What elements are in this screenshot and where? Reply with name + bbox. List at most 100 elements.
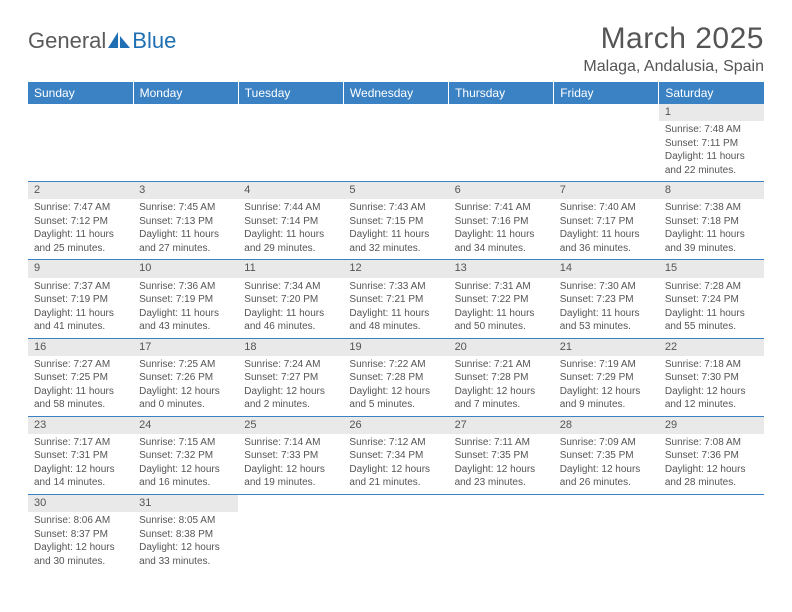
sunset-text: Sunset: 7:35 PM [560,449,653,463]
day-body: Sunrise: 7:15 AMSunset: 7:32 PMDaylight:… [133,434,238,494]
calendar-cell: 9Sunrise: 7:37 AMSunset: 7:19 PMDaylight… [28,260,133,338]
day-number: 7 [554,182,659,199]
day-body: Sunrise: 7:17 AMSunset: 7:31 PMDaylight:… [28,434,133,494]
day-body: Sunrise: 7:21 AMSunset: 7:28 PMDaylight:… [449,356,554,416]
sunset-text: Sunset: 7:30 PM [665,371,758,385]
sunset-text: Sunset: 7:32 PM [139,449,232,463]
sunset-text: Sunset: 7:12 PM [34,215,127,229]
calendar-cell: 21Sunrise: 7:19 AMSunset: 7:29 PMDayligh… [554,338,659,416]
daylight-text: Daylight: 12 hours and 7 minutes. [455,385,548,412]
calendar-row: 23Sunrise: 7:17 AMSunset: 7:31 PMDayligh… [28,416,764,494]
calendar-cell: 20Sunrise: 7:21 AMSunset: 7:28 PMDayligh… [449,338,554,416]
sunrise-text: Sunrise: 7:48 AM [665,123,758,137]
day-body: Sunrise: 7:43 AMSunset: 7:15 PMDaylight:… [343,199,448,259]
sunset-text: Sunset: 7:29 PM [560,371,653,385]
day-number: 27 [449,417,554,434]
calendar-cell: 27Sunrise: 7:11 AMSunset: 7:35 PMDayligh… [449,416,554,494]
day-number: 1 [659,104,764,121]
calendar-cell: 3Sunrise: 7:45 AMSunset: 7:13 PMDaylight… [133,182,238,260]
day-body: Sunrise: 7:27 AMSunset: 7:25 PMDaylight:… [28,356,133,416]
day-number: 6 [449,182,554,199]
sunset-text: Sunset: 7:33 PM [244,449,337,463]
calendar-cell: 12Sunrise: 7:33 AMSunset: 7:21 PMDayligh… [343,260,448,338]
calendar-cell [659,494,764,572]
sunrise-text: Sunrise: 7:31 AM [455,280,548,294]
sunrise-text: Sunrise: 7:40 AM [560,201,653,215]
day-body: Sunrise: 7:12 AMSunset: 7:34 PMDaylight:… [343,434,448,494]
sunset-text: Sunset: 7:20 PM [244,293,337,307]
day-number: 23 [28,417,133,434]
day-number [554,104,659,121]
brand-part1: General [28,28,106,54]
day-body: Sunrise: 7:19 AMSunset: 7:29 PMDaylight:… [554,356,659,416]
sunrise-text: Sunrise: 7:24 AM [244,358,337,372]
dayheader-mon: Monday [133,82,238,104]
calendar-cell [133,104,238,182]
day-number: 5 [343,182,448,199]
sunset-text: Sunset: 7:14 PM [244,215,337,229]
calendar-cell [343,104,448,182]
calendar-page: General Blue March 2025 Malaga, Andalusi… [0,0,792,582]
calendar-cell: 8Sunrise: 7:38 AMSunset: 7:18 PMDaylight… [659,182,764,260]
sunset-text: Sunset: 7:27 PM [244,371,337,385]
sunset-text: Sunset: 7:19 PM [34,293,127,307]
day-body: Sunrise: 8:05 AMSunset: 8:38 PMDaylight:… [133,512,238,572]
day-body: Sunrise: 7:24 AMSunset: 7:27 PMDaylight:… [238,356,343,416]
calendar-cell: 15Sunrise: 7:28 AMSunset: 7:24 PMDayligh… [659,260,764,338]
day-number: 20 [449,339,554,356]
sunset-text: Sunset: 7:19 PM [139,293,232,307]
sunrise-text: Sunrise: 7:45 AM [139,201,232,215]
daylight-text: Daylight: 11 hours and 27 minutes. [139,228,232,255]
daylight-text: Daylight: 11 hours and 55 minutes. [665,307,758,334]
sunset-text: Sunset: 7:28 PM [349,371,442,385]
day-number [449,104,554,121]
day-number: 22 [659,339,764,356]
sunrise-text: Sunrise: 7:25 AM [139,358,232,372]
month-title: March 2025 [583,22,764,56]
day-number: 24 [133,417,238,434]
sunrise-text: Sunrise: 7:11 AM [455,436,548,450]
sunrise-text: Sunrise: 8:06 AM [34,514,127,528]
day-body: Sunrise: 7:09 AMSunset: 7:35 PMDaylight:… [554,434,659,494]
day-body: Sunrise: 7:37 AMSunset: 7:19 PMDaylight:… [28,278,133,338]
day-number: 8 [659,182,764,199]
calendar-cell: 29Sunrise: 7:08 AMSunset: 7:36 PMDayligh… [659,416,764,494]
day-number: 9 [28,260,133,277]
sunrise-text: Sunrise: 7:44 AM [244,201,337,215]
sunrise-text: Sunrise: 7:19 AM [560,358,653,372]
daylight-text: Daylight: 12 hours and 21 minutes. [349,463,442,490]
day-body: Sunrise: 7:30 AMSunset: 7:23 PMDaylight:… [554,278,659,338]
day-number [343,104,448,121]
daylight-text: Daylight: 11 hours and 29 minutes. [244,228,337,255]
sunset-text: Sunset: 7:31 PM [34,449,127,463]
day-body: Sunrise: 7:44 AMSunset: 7:14 PMDaylight:… [238,199,343,259]
calendar-cell: 26Sunrise: 7:12 AMSunset: 7:34 PMDayligh… [343,416,448,494]
calendar-cell [449,104,554,182]
day-number: 2 [28,182,133,199]
calendar-cell: 7Sunrise: 7:40 AMSunset: 7:17 PMDaylight… [554,182,659,260]
day-number [343,495,448,512]
daylight-text: Daylight: 11 hours and 50 minutes. [455,307,548,334]
daylight-text: Daylight: 11 hours and 41 minutes. [34,307,127,334]
day-body: Sunrise: 7:25 AMSunset: 7:26 PMDaylight:… [133,356,238,416]
day-body: Sunrise: 7:47 AMSunset: 7:12 PMDaylight:… [28,199,133,259]
daylight-text: Daylight: 11 hours and 48 minutes. [349,307,442,334]
day-number: 28 [554,417,659,434]
daylight-text: Daylight: 11 hours and 32 minutes. [349,228,442,255]
calendar-cell: 23Sunrise: 7:17 AMSunset: 7:31 PMDayligh… [28,416,133,494]
sunrise-text: Sunrise: 7:36 AM [139,280,232,294]
daylight-text: Daylight: 11 hours and 34 minutes. [455,228,548,255]
dayheader-tue: Tuesday [238,82,343,104]
sunset-text: Sunset: 7:28 PM [455,371,548,385]
sunrise-text: Sunrise: 7:27 AM [34,358,127,372]
sunrise-text: Sunrise: 7:47 AM [34,201,127,215]
day-body: Sunrise: 7:08 AMSunset: 7:36 PMDaylight:… [659,434,764,494]
day-body: Sunrise: 7:41 AMSunset: 7:16 PMDaylight:… [449,199,554,259]
sunset-text: Sunset: 7:26 PM [139,371,232,385]
calendar-cell: 6Sunrise: 7:41 AMSunset: 7:16 PMDaylight… [449,182,554,260]
calendar-cell: 19Sunrise: 7:22 AMSunset: 7:28 PMDayligh… [343,338,448,416]
day-number: 21 [554,339,659,356]
day-body: Sunrise: 7:36 AMSunset: 7:19 PMDaylight:… [133,278,238,338]
day-number: 11 [238,260,343,277]
daylight-text: Daylight: 12 hours and 14 minutes. [34,463,127,490]
